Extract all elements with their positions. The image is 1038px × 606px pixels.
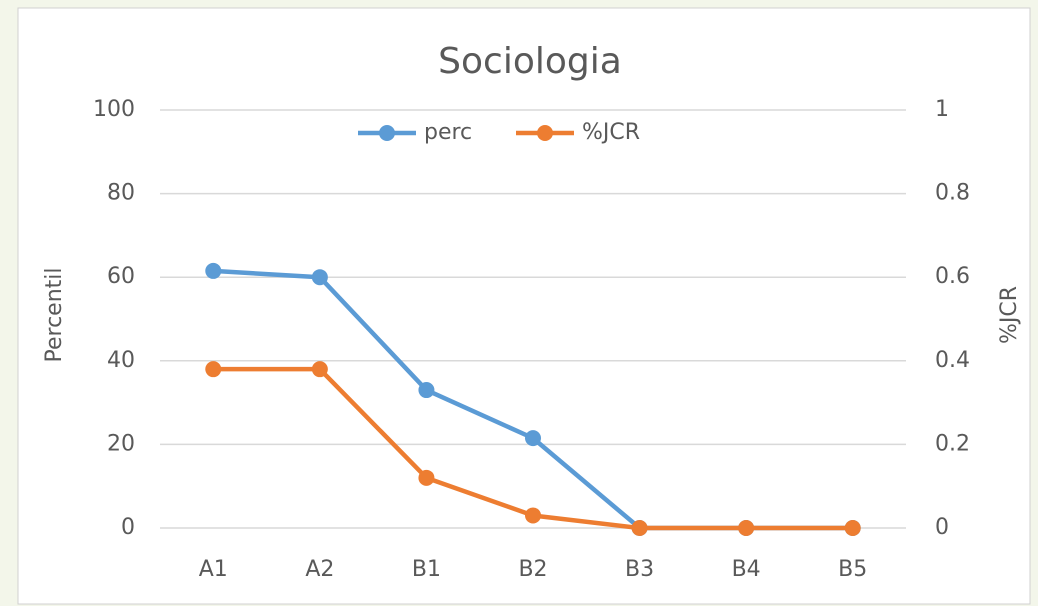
data-point — [311, 269, 328, 286]
y-tick-label: 60 — [107, 264, 135, 289]
y-tick-label: 80 — [107, 181, 135, 206]
data-point — [525, 507, 541, 524]
y2-tick-label: 0.8 — [935, 181, 970, 206]
legend-label: perc — [424, 120, 472, 145]
x-tick-label: B1 — [412, 557, 441, 582]
legend-marker — [537, 125, 553, 141]
y-tick-label: 100 — [93, 97, 135, 122]
data-point — [205, 361, 222, 378]
x-tick-label: B3 — [625, 557, 654, 582]
chart-frame — [17, 7, 1031, 605]
y-tick-label: 40 — [107, 348, 135, 373]
y-tick-label: 20 — [107, 431, 135, 456]
data-point — [205, 262, 222, 279]
x-tick-label: B5 — [838, 557, 867, 582]
y2-tick-label: 0.6 — [935, 264, 970, 289]
data-point — [311, 361, 328, 378]
data-point — [844, 520, 861, 536]
data-point — [631, 520, 648, 536]
x-tick-label: B4 — [732, 557, 761, 582]
x-tick-label: A2 — [305, 557, 334, 582]
y2-tick-label: 0.2 — [935, 431, 970, 456]
y2-tick-label: 0 — [935, 515, 949, 540]
legend-label: %JCR — [582, 120, 640, 145]
data-point — [525, 430, 541, 447]
x-tick-label: A1 — [199, 557, 228, 582]
y-tick-label: 0 — [121, 515, 135, 540]
y2-tick-label: 1 — [935, 97, 949, 122]
data-point — [418, 469, 435, 486]
data-point — [418, 382, 435, 399]
legend-marker — [379, 125, 395, 141]
chart-title: Sociologia — [438, 41, 622, 82]
x-tick-label: B2 — [518, 557, 547, 582]
y2-tick-label: 0.4 — [935, 348, 970, 373]
y-axis-label: Percentil — [42, 267, 67, 362]
y2-axis-label: %JCR — [997, 286, 1022, 344]
data-point — [738, 520, 755, 536]
